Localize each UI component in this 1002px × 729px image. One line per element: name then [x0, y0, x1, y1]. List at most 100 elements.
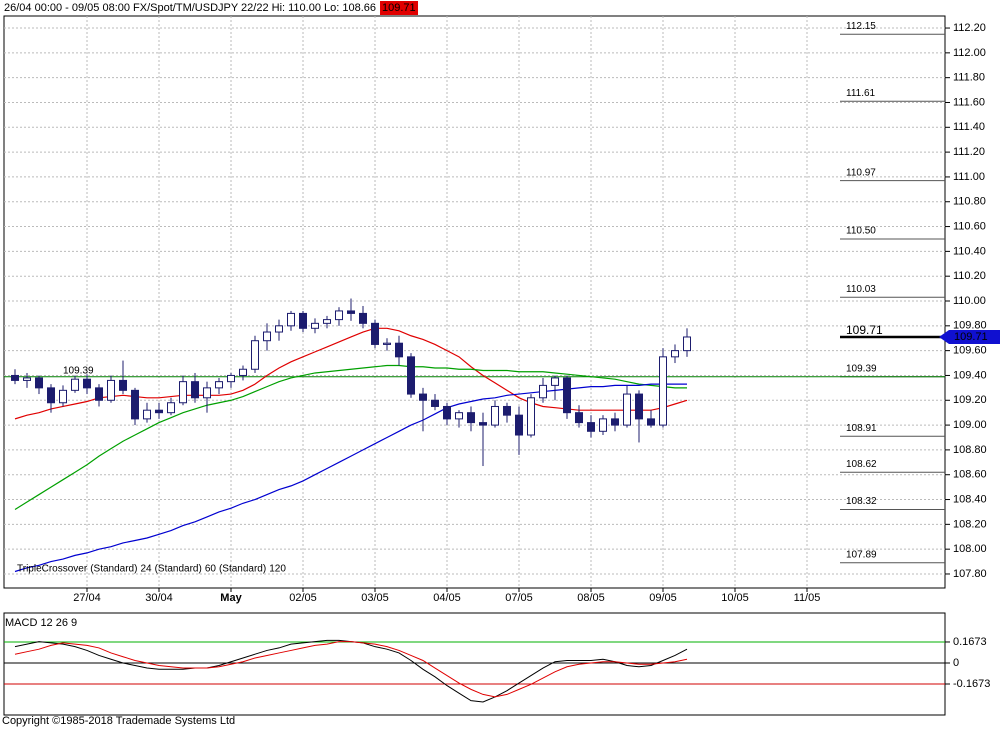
candle-body [215, 381, 224, 389]
candle-body [239, 368, 248, 376]
legend-note: (Standard) [219, 564, 266, 575]
price-level-label: 109.39 [846, 363, 877, 374]
header-price-box [380, 1, 419, 15]
candle-body [119, 379, 128, 391]
candle-body [59, 389, 68, 404]
candle-body [323, 319, 332, 324]
price-level-label: 108.32 [846, 496, 877, 507]
price-level-label: 110.97 [846, 167, 876, 178]
candle-body [83, 378, 92, 389]
footer: Copyright ©1985-2018 Trademade Systems L… [2, 715, 235, 727]
candle-body [227, 374, 236, 383]
candle-body [107, 379, 116, 401]
candle-body [287, 312, 296, 327]
price-level-label: 112.15 [846, 21, 876, 32]
y-tick-label: 110.40 [953, 245, 986, 257]
y-tick-label: 109.80 [953, 320, 987, 332]
candle-body [359, 312, 368, 324]
candle-body [167, 402, 176, 414]
y-tick-label: 110.60 [953, 220, 986, 232]
candle-body [155, 409, 164, 414]
y-tick-label: 110.00 [953, 295, 986, 307]
candle-body [275, 325, 284, 333]
y-tick-label: 108.20 [953, 518, 987, 530]
legend-note: (Standard) [90, 564, 137, 575]
candle-body [263, 331, 272, 342]
candle-body [371, 322, 380, 345]
candle-body [443, 405, 452, 420]
price-level-label: 107.89 [846, 549, 877, 560]
candle-body [575, 412, 584, 424]
x-tick-label: 07/05 [505, 592, 533, 604]
x-tick-label: 30/04 [145, 592, 173, 604]
x-tick-label: 10/05 [721, 592, 749, 604]
candle-body [551, 377, 560, 386]
candle-body [467, 412, 476, 424]
y-tick-label: 110.80 [953, 196, 986, 208]
candle-body [563, 377, 572, 414]
x-tick-label: 11/05 [794, 592, 821, 604]
candle-body [251, 340, 260, 370]
candle-body [671, 350, 680, 358]
y-tick-label: 111.40 [953, 121, 985, 133]
candle-body [635, 393, 644, 420]
candle-body [203, 387, 212, 399]
y-tick-label: 108.00 [953, 543, 987, 555]
candle-body [503, 405, 512, 416]
last-price-label: 109.71 [954, 331, 988, 343]
legend-entry: 120 [269, 564, 286, 575]
candle-body [539, 384, 548, 399]
main-panel [3, 15, 946, 589]
series-line [14, 383, 688, 573]
x-tick-label: 27/04 [73, 592, 101, 604]
header-price: 109.71 [382, 2, 416, 14]
candle-body [419, 393, 428, 401]
y-tick-label: 109.40 [953, 369, 987, 381]
x-tick-label: May [220, 592, 242, 604]
y-tick-label: 110.20 [953, 270, 986, 282]
series-line [14, 327, 688, 420]
candle-body [35, 377, 44, 389]
candle-body [491, 405, 500, 426]
candle-body [299, 312, 308, 329]
price-level-label: 109.71 [846, 323, 883, 337]
candle-body [659, 356, 668, 426]
price-level-label: 108.62 [846, 459, 877, 470]
candle-body [95, 387, 104, 401]
candle-body [407, 356, 416, 395]
series-line [14, 641, 688, 698]
y-tick-label: 112.00 [953, 47, 986, 59]
series-line [14, 364, 688, 510]
price-level-label: 111.61 [846, 88, 876, 99]
y-tick-label: 112.20 [953, 22, 986, 34]
candle-body [335, 310, 344, 321]
panel-title: MACD 12 26 9 [5, 617, 77, 629]
candle-body [47, 387, 56, 404]
y-tick-label: 109.00 [953, 419, 987, 431]
candle-body [71, 378, 80, 391]
candle-body [479, 422, 488, 426]
candle-body [143, 409, 152, 420]
candle-body [395, 342, 404, 358]
candle-body [611, 418, 620, 426]
candle-body [131, 389, 140, 420]
legend-note: (Standard) [155, 564, 202, 575]
x-tick-label: 04/05 [433, 592, 461, 604]
candle-body [647, 418, 656, 426]
y-tick-label: 111.20 [953, 146, 985, 158]
candle-body [515, 414, 524, 436]
candle-body [527, 397, 536, 436]
candle-body [599, 418, 608, 432]
x-tick-label: 08/05 [577, 592, 605, 604]
y-tick-label: 108.40 [953, 493, 987, 505]
price-level-label: 110.50 [846, 226, 876, 237]
price-level-label: 108.91 [846, 423, 877, 434]
candle-body [623, 393, 632, 426]
candle-body [179, 381, 188, 404]
candle-body [455, 412, 464, 420]
y-tick-label: 0.1673 [953, 636, 987, 648]
y-tick-label: 0 [953, 657, 959, 669]
price-level-label: 110.03 [846, 284, 876, 295]
candle-body [383, 342, 392, 345]
